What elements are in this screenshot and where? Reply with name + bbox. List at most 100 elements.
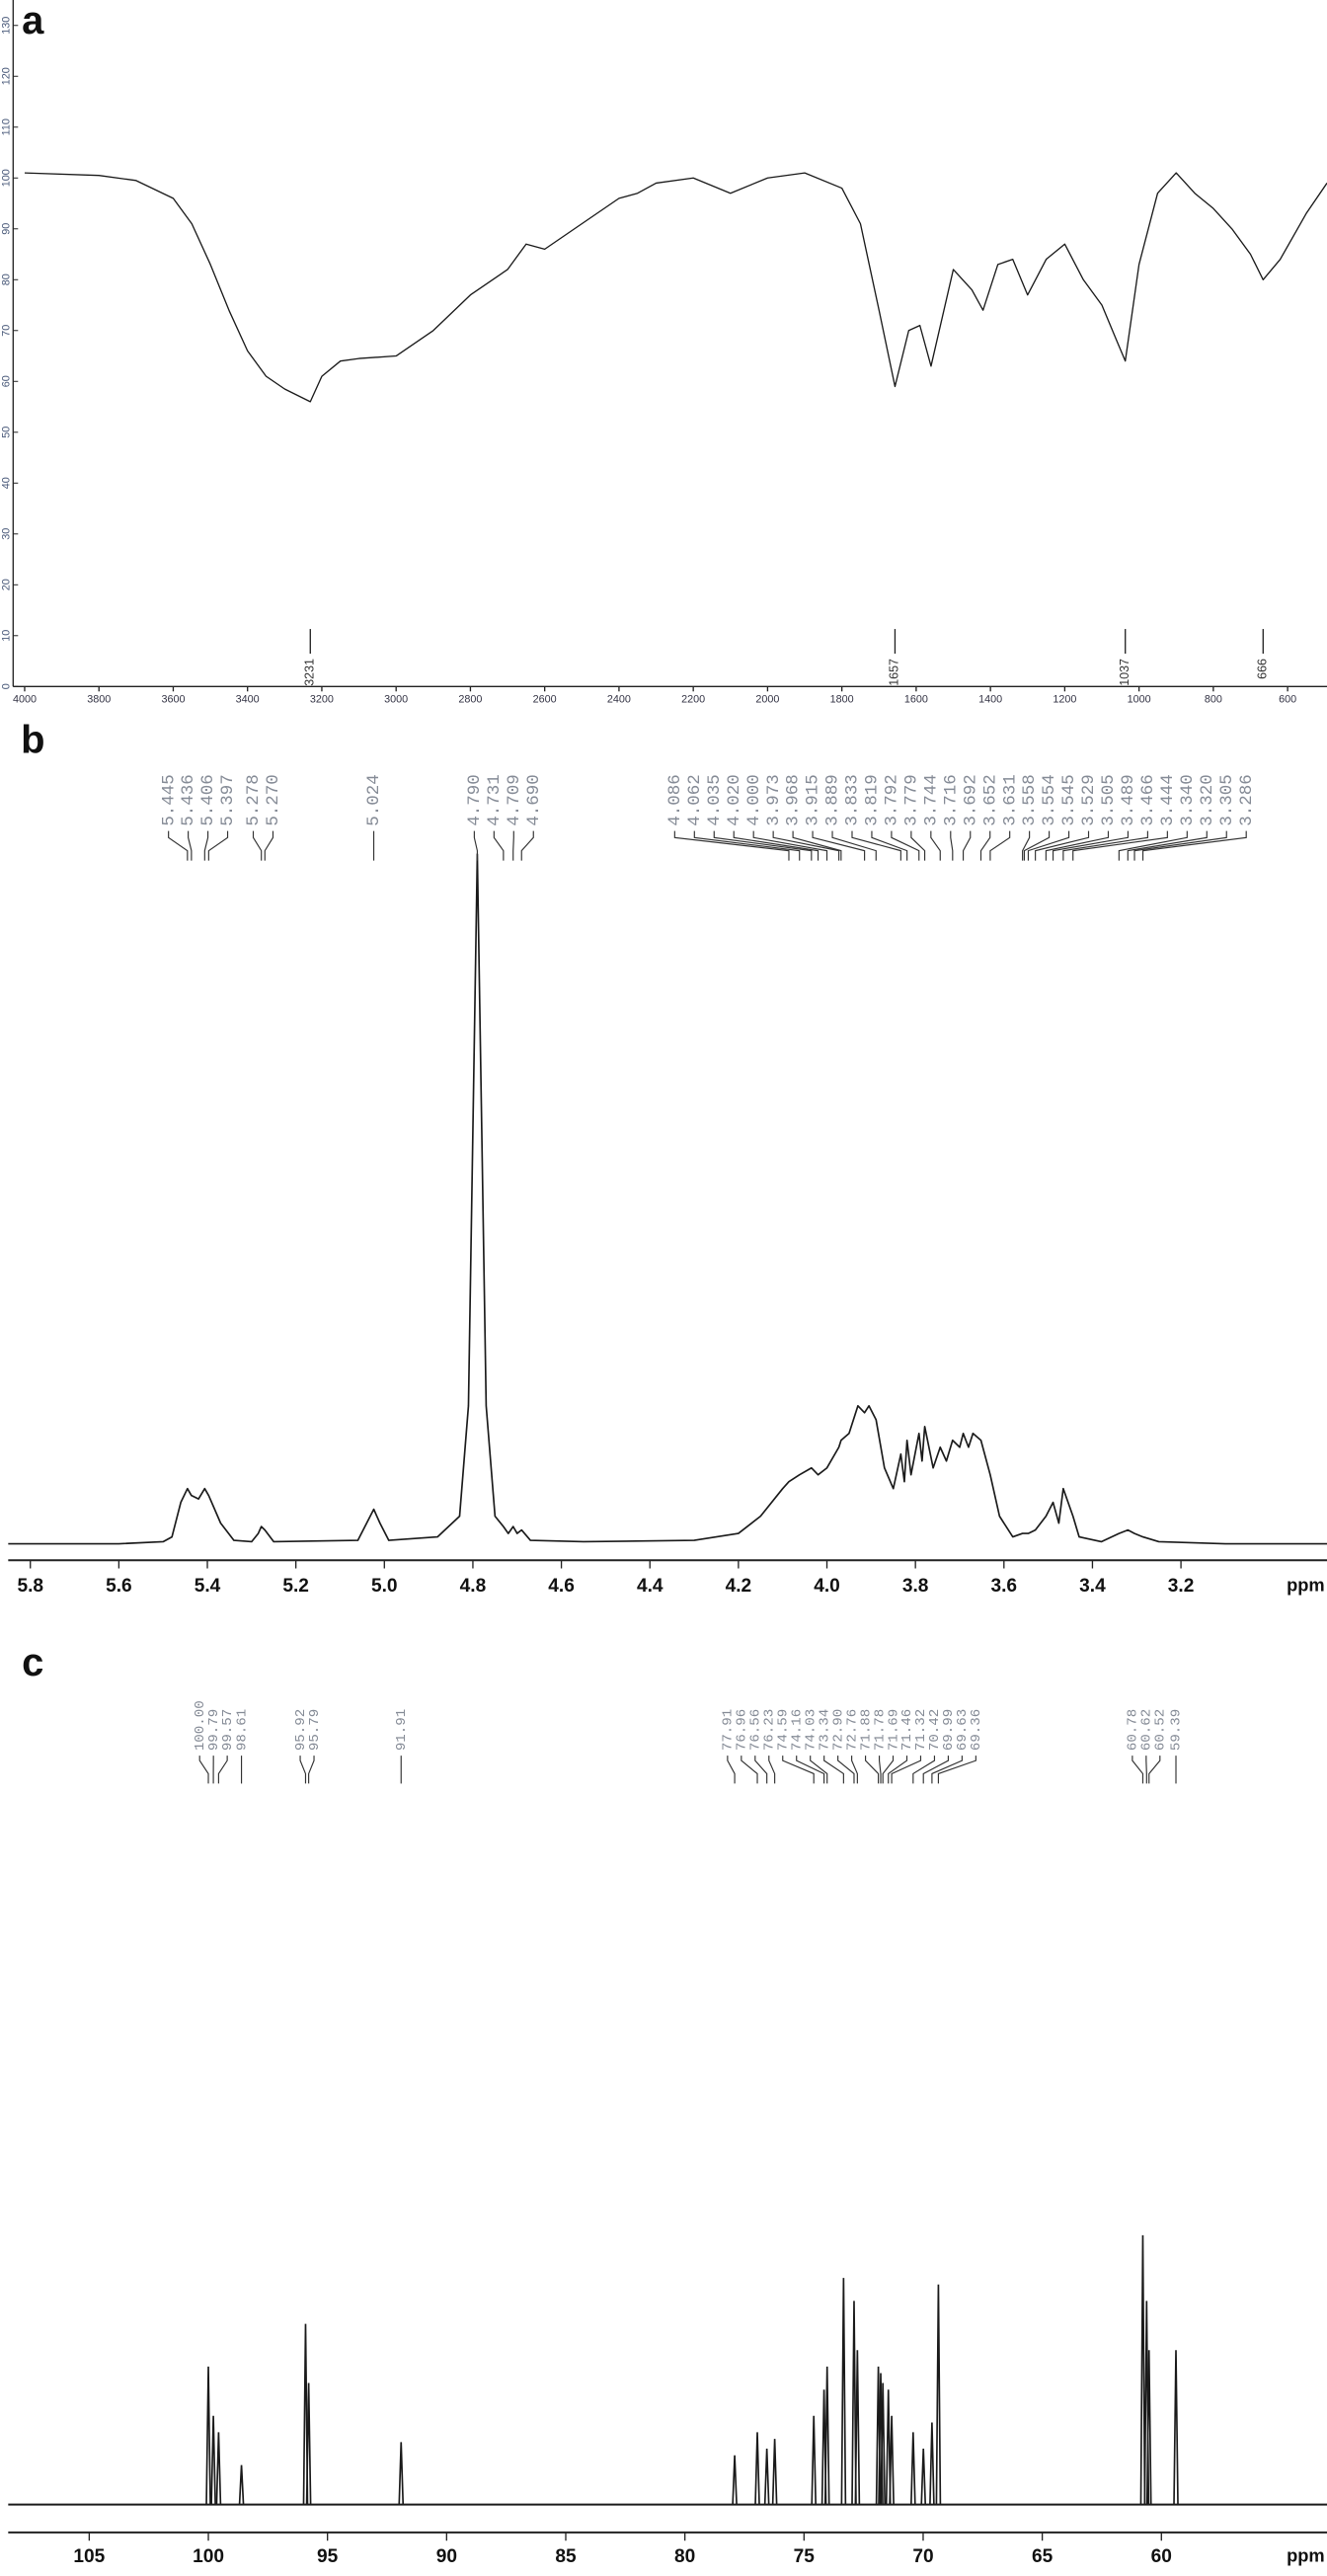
peak-label: 69.63 (955, 1709, 971, 1751)
y-tick-label: 110 (1, 118, 13, 135)
x-tick-label: 1600 (904, 693, 928, 705)
peak-leader (198, 1756, 209, 1784)
peak-leader (727, 1756, 736, 1784)
peak-label: 95.79 (307, 1709, 323, 1751)
peak-leader (831, 830, 877, 861)
peak-leader (203, 830, 209, 861)
peak (910, 2432, 916, 2505)
peak-label: 5.024 (364, 774, 384, 825)
x-tick-label: 90 (436, 2546, 457, 2567)
x-tick-label: 5.0 (371, 1576, 398, 1597)
peak-label: 71.32 (913, 1709, 929, 1751)
peak-leader (910, 830, 926, 861)
y-tick-label: 30 (1, 528, 13, 540)
spectrum-line (24, 172, 1327, 403)
peak-label: 4.790 (465, 774, 485, 825)
peak-leader (673, 830, 790, 861)
peak-label: 3.792 (883, 774, 902, 825)
peak-label: 5.445 (159, 774, 179, 825)
x-tick-label: 1200 (1053, 693, 1076, 705)
peak (398, 2442, 405, 2505)
peak (885, 2389, 892, 2505)
x-tick-label: 2000 (755, 693, 779, 705)
x-tick-label: 3600 (161, 693, 185, 705)
peak (811, 2415, 818, 2505)
peak-label: 3.340 (1178, 774, 1198, 825)
peak-label: 5.397 (218, 774, 238, 825)
x-tick-label: 105 (73, 2546, 105, 2567)
x-tick-label: 4.8 (460, 1576, 487, 1597)
panel-label: a (22, 0, 44, 42)
peak (935, 2284, 942, 2505)
peak-label: 3.444 (1158, 774, 1178, 825)
peak-label: 95.92 (293, 1709, 309, 1751)
peak-leader (1127, 830, 1208, 861)
peak-leader (865, 1756, 880, 1784)
peak-leader (1023, 830, 1051, 861)
peak-leader (473, 830, 479, 861)
peak-label: 60.62 (1139, 1709, 1155, 1751)
x-tick-label: 1000 (1128, 693, 1151, 705)
peak-label: 91.91 (394, 1709, 410, 1751)
peak (210, 2415, 216, 2505)
peak-label: 3.529 (1079, 774, 1099, 825)
peak-leader (1072, 830, 1168, 861)
peak-leader (299, 1756, 307, 1784)
peak-label: 4.020 (725, 774, 744, 825)
peak (854, 2350, 861, 2505)
y-tick-label: 20 (1, 579, 13, 590)
peak-label: 3.554 (1040, 774, 1059, 825)
peak-label: 69.36 (969, 1709, 984, 1751)
peak-leader (878, 1756, 882, 1784)
peak-leader (962, 830, 972, 861)
peak-leader (837, 1756, 855, 1784)
peak-leader (1045, 830, 1110, 861)
peak-label: 73.34 (817, 1709, 832, 1751)
peak-label: 3.973 (764, 774, 784, 825)
peak-label: 4.035 (705, 774, 725, 825)
peak-leader (308, 1756, 315, 1784)
x-tick-label: 3000 (384, 693, 408, 705)
x-tick-label: 800 (1205, 693, 1222, 705)
x-tick-label: 3400 (236, 693, 260, 705)
peak-label: 59.39 (1169, 1709, 1185, 1751)
peak-label: 4.062 (685, 774, 705, 825)
peak-leader (493, 830, 505, 861)
y-tick-label: 50 (1, 427, 13, 438)
peak-label: 74.59 (775, 1709, 791, 1751)
peak-label: 60.52 (1153, 1709, 1169, 1751)
peak-leader (912, 1756, 936, 1784)
x-tick-label: 4.0 (814, 1576, 840, 1597)
peak-leader (1132, 1756, 1144, 1784)
peak-label: 3.545 (1059, 774, 1079, 825)
x-axis-label: ppm (1287, 1575, 1325, 1596)
peak-leader (851, 1756, 858, 1784)
x-tick-label: 2800 (458, 693, 482, 705)
peak-label: 4.000 (744, 774, 764, 825)
peak-label: 3.833 (843, 774, 863, 825)
x-tick-label: 70 (912, 2546, 933, 2567)
peak (1139, 2234, 1146, 2505)
peak (763, 2449, 770, 2505)
peak-leader (937, 1756, 976, 1784)
x-tick-label: 4.4 (637, 1576, 664, 1597)
peak (920, 2449, 927, 2505)
peak-leader (812, 830, 866, 861)
peak-label: 4.690 (524, 774, 544, 825)
peak-leader (520, 830, 534, 861)
peak-label: 99.57 (220, 1709, 236, 1751)
y-tick-label: 90 (1, 223, 13, 235)
peak-label: 3.286 (1237, 774, 1257, 825)
peak (851, 2301, 857, 2505)
peak-leader (979, 830, 991, 861)
peak-label: 3.558 (1020, 774, 1040, 825)
peak-label: 4.731 (485, 774, 505, 825)
peak-leader (792, 830, 842, 861)
peak-label: 74.16 (789, 1709, 805, 1751)
y-tick-label: 100 (1, 169, 13, 187)
peak-label: 3.692 (961, 774, 980, 825)
peak-leader (264, 830, 274, 861)
peak-label: 4.709 (505, 774, 524, 825)
peak-leader (168, 830, 189, 861)
peak-leader (768, 1756, 776, 1784)
